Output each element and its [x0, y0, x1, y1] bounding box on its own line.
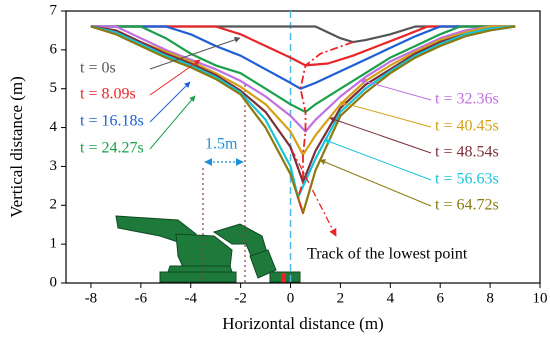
legend-pointer — [359, 78, 432, 101]
legend-pointer — [329, 116, 432, 154]
origin-marker — [281, 273, 286, 283]
series-line — [90, 25, 516, 90]
annotation: Track of the lowest point — [307, 246, 468, 263]
legend-label: t = 0s — [80, 60, 116, 77]
excavator-illustration — [115, 215, 301, 283]
y-tick-label: 7 — [50, 2, 58, 18]
x-tick-label: 10 — [533, 290, 548, 306]
x-tick-label: 8 — [486, 290, 494, 306]
legend-label: t = 16.18s — [80, 113, 144, 130]
legend-label: t = 56.63s — [435, 171, 499, 188]
legend-pointer — [149, 36, 241, 70]
x-tick-label: 0 — [287, 290, 295, 306]
legend-label: t = 40.45s — [435, 118, 499, 135]
x-tick-label: -4 — [184, 290, 197, 306]
legend-pointer — [319, 159, 432, 207]
legend-label: t = 24.27s — [80, 140, 144, 157]
y-tick-label: 6 — [50, 41, 58, 57]
y-tick-label: 5 — [50, 80, 58, 96]
y-tick-label: 4 — [50, 119, 58, 135]
x-tick-label: 6 — [436, 290, 444, 306]
legend-pointer — [149, 59, 201, 96]
legend-label: t = 48.54s — [435, 144, 499, 161]
legend-pointer — [324, 139, 432, 181]
y-axis-title: Vertical distance (m) — [7, 76, 26, 218]
lowest-point-track — [297, 41, 354, 214]
x-axis-title: Horizontal distance (m) — [222, 314, 383, 333]
annotation: 1.5m — [205, 136, 238, 153]
x-tick-label: -2 — [234, 290, 247, 306]
plot-area: -8 -6 -4 -2 0 2 4 6 8 10 0 1 2 3 4 5 6 7 t = 0s t = 8.09s t … — [50, 2, 548, 306]
legend-pointer — [339, 100, 432, 128]
legend-label: t = 64.72s — [435, 197, 499, 214]
x-tick-label: 4 — [387, 290, 395, 306]
y-tick-label: 0 — [50, 274, 58, 290]
y-tick-label: 2 — [50, 197, 58, 213]
annotation-pointer — [291, 149, 337, 237]
series-line — [90, 25, 516, 133]
series-line — [90, 25, 516, 67]
legend-label: t = 8.09s — [80, 86, 136, 103]
y-tick-label: 3 — [50, 158, 58, 174]
legend-pointer — [149, 81, 191, 123]
legend-pointer — [149, 95, 196, 150]
x-tick-label: -8 — [85, 290, 98, 306]
x-tick-label: 2 — [337, 290, 345, 306]
plot-frame — [65, 10, 541, 284]
x-tick-label: -6 — [135, 290, 148, 306]
legend-label: t = 32.36s — [435, 91, 499, 108]
y-tick-label: 1 — [50, 236, 58, 252]
